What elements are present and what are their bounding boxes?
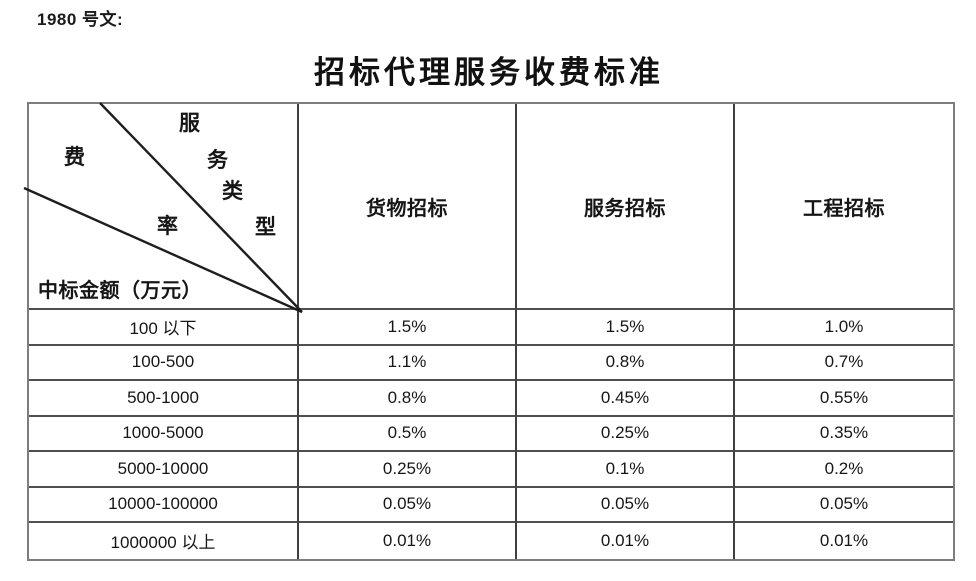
column-header-service-bidding: 服务招标 — [517, 104, 735, 310]
column-header-engineering-bidding: 工程招标 — [735, 104, 953, 310]
corner-col-axis-char: 务 — [207, 148, 228, 172]
fee-rate-value: 0.01% — [517, 523, 735, 559]
corner-col-axis-char: 服 — [179, 111, 200, 135]
doc-reference: 1980 号文: — [37, 10, 124, 29]
row-amount-range-label: 10000-100000 — [29, 487, 299, 523]
corner-rate-char: 费 — [64, 145, 85, 169]
row-amount-range-label: 1000000 以上 — [29, 523, 299, 559]
fee-rate-value: 0.8% — [299, 381, 517, 417]
fee-rate-value: 0.01% — [299, 523, 517, 559]
fee-rate-value: 0.25% — [299, 452, 517, 488]
corner-row-axis-label: 中标金额（万元） — [38, 280, 202, 302]
column-header-goods-bidding: 货物招标 — [299, 104, 517, 310]
page-title: 招标代理服务收费标准 — [314, 55, 664, 90]
table-corner-cell: 服 务 类 型 费 率 中标金额（万元） — [23, 102, 303, 314]
fee-rate-value: 1.5% — [517, 310, 735, 346]
corner-col-axis-char: 类 — [222, 179, 243, 203]
fee-table: 服 务 类 型 费 率 中标金额（万元） 货物招标 服务招标 工程招标 100 … — [23, 102, 955, 561]
fee-rate-value: 0.1% — [517, 452, 735, 488]
fee-rate-value: 0.25% — [517, 416, 735, 452]
fee-rate-value: 0.7% — [735, 346, 953, 381]
row-amount-range-label: 100 以下 — [29, 310, 299, 346]
row-amount-range-label: 5000-10000 — [29, 452, 299, 488]
fee-rate-value: 0.55% — [735, 381, 953, 417]
fee-rate-value: 0.8% — [517, 345, 735, 381]
row-amount-range-label: 100-500 — [29, 345, 299, 381]
fee-rate-value: 0.01% — [819, 530, 869, 550]
fee-rate-value: 0.2% — [735, 452, 953, 488]
corner-col-axis-char: 型 — [255, 215, 276, 239]
fee-rate-value: 0.05% — [735, 488, 953, 523]
fee-rate-value: 0.05% — [299, 487, 517, 523]
fee-rate-value: 0.05% — [517, 487, 735, 523]
corner-rate-char: 率 — [157, 214, 178, 238]
fee-rate-value: 0.5% — [299, 416, 517, 452]
fee-rate-value: 1.1% — [299, 345, 517, 381]
row-amount-range-label: 500-1000 — [29, 381, 299, 417]
diagonal-divider-lines — [23, 102, 303, 314]
fee-rate-value: 1.5% — [299, 310, 517, 346]
fee-rate-value: 1.0% — [735, 310, 953, 346]
fee-rate-value: 0.35% — [735, 417, 953, 452]
row-amount-range-label: 1000-5000 — [29, 416, 299, 452]
fee-rate-value: 0.45% — [517, 381, 735, 417]
